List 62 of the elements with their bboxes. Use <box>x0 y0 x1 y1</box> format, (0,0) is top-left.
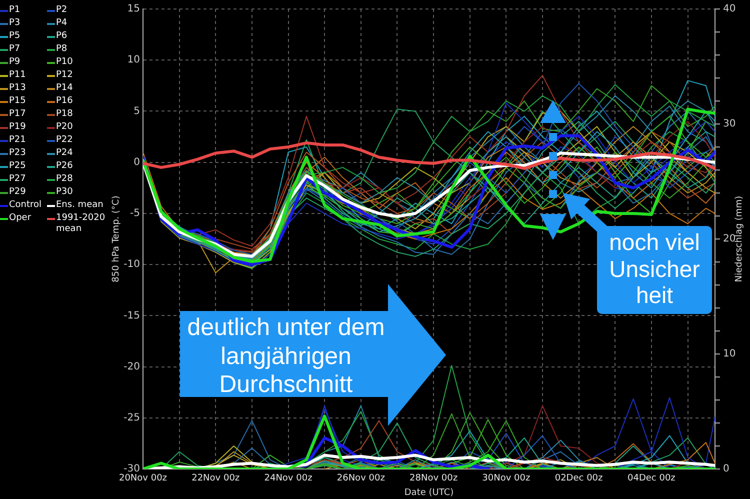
y-tick-label: -15 <box>124 310 140 322</box>
legend-label: P26 <box>56 160 73 172</box>
legend-label: P30 <box>56 186 73 198</box>
legend-label: P3 <box>9 17 20 29</box>
legend-label: P24 <box>56 147 73 159</box>
y2-tick-label: 20 <box>723 234 736 245</box>
legend-label: P6 <box>56 30 68 42</box>
x-tick-label: 24Nov 00z <box>264 474 313 484</box>
legend-label: P16 <box>56 95 73 107</box>
legend-label: P15 <box>9 95 26 107</box>
x-tick-label: 04Dec 00z <box>627 474 676 484</box>
legend-label: P1 <box>9 4 20 16</box>
legend-label: P23 <box>9 147 26 159</box>
legend-label: P27 <box>9 173 26 185</box>
legend-label: P28 <box>56 173 73 185</box>
legend-label: P4 <box>56 17 68 29</box>
legend-label: P19 <box>9 121 26 133</box>
legend-label: P14 <box>56 82 73 94</box>
legend-label: Oper <box>9 212 32 224</box>
legend-label: P21 <box>9 134 26 146</box>
legend-label: P9 <box>9 56 20 68</box>
x-tick-label: 26Nov 00z <box>336 474 386 484</box>
y-tick-label: -5 <box>130 208 140 220</box>
legend-label: P5 <box>9 30 20 42</box>
legend-label: Control <box>9 199 42 211</box>
legend-label: P17 <box>9 108 26 120</box>
legend-label: 1991-2020 mean <box>56 213 106 234</box>
legend-label: P11 <box>9 69 26 81</box>
y-tick-label: 0 <box>134 156 140 168</box>
legend-label: P12 <box>56 69 73 81</box>
y-tick-label: 10 <box>127 54 140 66</box>
legend-label: P13 <box>9 82 26 94</box>
x-tick-label: 02Dec 00z <box>554 474 604 484</box>
y-tick-label: 5 <box>134 106 140 117</box>
y2-tick-label: 40 <box>723 4 736 15</box>
legend-label: P22 <box>56 134 73 146</box>
x-axis-title: Date (UTC) <box>404 488 454 498</box>
legend-label: P7 <box>9 43 20 55</box>
legend-label: P29 <box>9 186 26 198</box>
y-tick-label: -10 <box>124 259 140 270</box>
legend-label: P10 <box>56 56 73 68</box>
annotation: noch viel Unsicher heit <box>608 229 701 308</box>
y-tick-label: -20 <box>124 361 140 372</box>
y-axis-title: 850 hPa Temp. (°C) <box>111 196 122 282</box>
legend-label: P25 <box>9 160 26 172</box>
y2-tick-label: 10 <box>723 348 736 360</box>
legend-label: P20 <box>56 121 73 133</box>
y-tick-label: -30 <box>124 464 140 475</box>
y-tick-label: -25 <box>124 412 140 424</box>
y2-axis-title: Niederschlag (mm) <box>734 196 744 282</box>
y2-tick-label: 30 <box>723 118 736 130</box>
legend-label: P8 <box>56 43 68 55</box>
x-tick-label: 20Nov 00z <box>118 474 168 484</box>
legend-label: P2 <box>56 4 68 16</box>
annotation: deutlich unter dem langjährigen Durchschnitt <box>186 314 386 400</box>
x-tick-label: 28Nov 00z <box>410 474 458 484</box>
x-tick-label: 22Nov 00z <box>192 474 240 484</box>
y2-tick-label: 0 <box>723 464 730 475</box>
legend-label: Ens. mean <box>56 199 104 211</box>
legend-label: P18 <box>56 108 73 120</box>
y-tick-label: 15 <box>127 4 140 15</box>
x-tick-label: 30Nov 00z <box>482 474 530 484</box>
